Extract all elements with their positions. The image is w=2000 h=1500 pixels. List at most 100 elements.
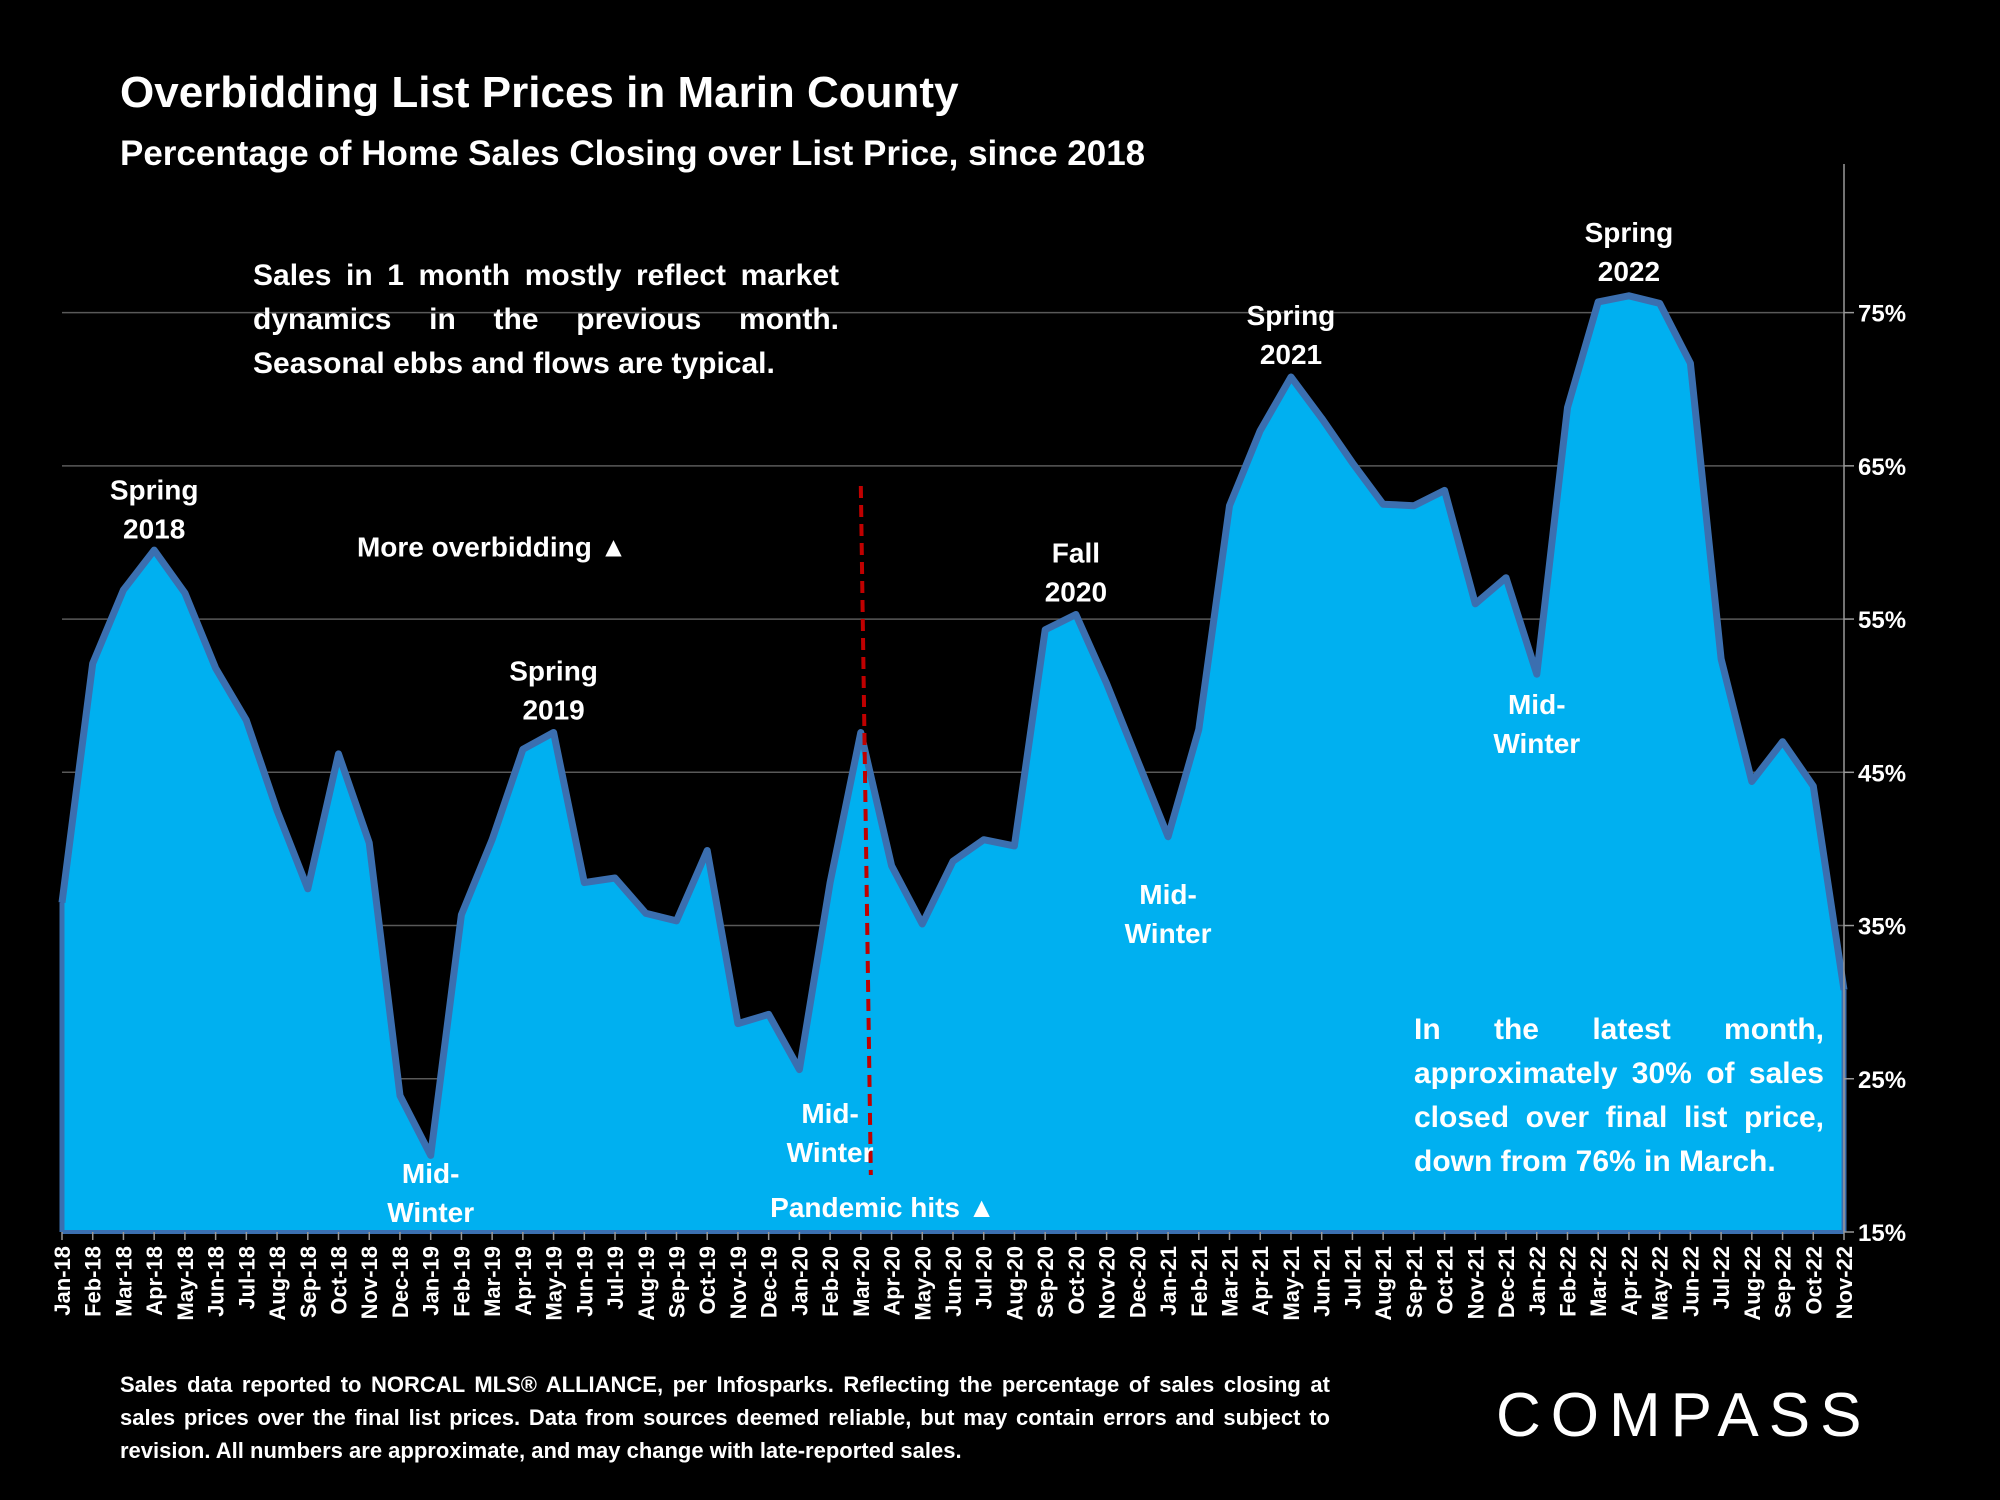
data-point — [982, 838, 986, 842]
data-point — [736, 1022, 740, 1026]
data-point — [890, 864, 894, 868]
data-point — [1166, 835, 1170, 839]
footer-disclaimer: Sales data reported to NORCAL MLS® ALLIA… — [120, 1372, 1330, 1463]
x-tick-label: Jun-19 — [572, 1246, 597, 1317]
data-point — [552, 730, 556, 734]
data-point — [91, 662, 95, 666]
data-point — [1197, 727, 1201, 731]
x-tick-label: Aug-20 — [1002, 1246, 1027, 1321]
annotation-line: 2022 — [1598, 256, 1660, 287]
pandemic-dashed-line — [858, 485, 873, 1176]
data-point — [859, 730, 863, 734]
annotation-line: More overbidding ▲ — [357, 531, 627, 562]
annotation-label: Spring 2019 — [509, 655, 598, 725]
data-point — [1135, 758, 1139, 762]
data-point — [398, 1094, 402, 1098]
x-tick-label: Apr-20 — [880, 1246, 905, 1316]
x-tick-label: Mar-19 — [480, 1246, 505, 1317]
pandemic-marker: Pandemic hits ▲ — [770, 485, 995, 1223]
x-tick-label: Jun-21 — [1310, 1246, 1335, 1317]
annotation-line: Spring — [1247, 300, 1336, 331]
x-tick-label: Jan-18 — [50, 1246, 75, 1316]
data-point — [1504, 576, 1508, 580]
annotation-line: Mid- — [1508, 689, 1566, 720]
x-tick-label: Oct-21 — [1433, 1246, 1458, 1314]
data-point — [429, 1153, 433, 1157]
x-tick-label: Apr-19 — [511, 1246, 536, 1316]
area-fill — [62, 295, 1844, 1232]
x-tick-label: Nov-19 — [726, 1246, 751, 1319]
data-point — [1043, 628, 1047, 632]
x-tick-label: May-20 — [910, 1246, 935, 1321]
annotation-line: Spring — [509, 655, 598, 686]
data-point — [1473, 602, 1477, 606]
x-tick-label: Apr-21 — [1248, 1246, 1273, 1316]
annotation-line: 2019 — [522, 694, 584, 725]
y-tick-label: 55% — [1858, 607, 1906, 634]
x-tick-label: Sep-18 — [296, 1246, 321, 1318]
annotation-line: Winter — [387, 1197, 474, 1228]
x-tick-label: Dec-21 — [1494, 1246, 1519, 1318]
x-tick-label: Dec-18 — [388, 1246, 413, 1318]
x-tick-label: Mar-18 — [111, 1246, 136, 1317]
x-tick-label: Sep-19 — [664, 1246, 689, 1318]
annotation-line: Fall — [1052, 537, 1100, 568]
x-tick-label: Sep-22 — [1771, 1246, 1796, 1318]
annotation-line: Winter — [1493, 728, 1580, 759]
data-point — [1320, 416, 1324, 420]
x-tick-label: Feb-21 — [1187, 1246, 1212, 1317]
x-tick-label: Mar-21 — [1218, 1246, 1243, 1317]
x-tick-label: Aug-21 — [1371, 1246, 1396, 1321]
compass-logo: COMPASS — [1496, 1381, 1872, 1450]
x-tick-label: Jul-20 — [972, 1246, 997, 1310]
data-point — [644, 911, 648, 915]
data-point — [1443, 488, 1447, 492]
chart-subtitle: Percentage of Home Sales Closing over Li… — [120, 134, 1146, 173]
pandemic-label: Pandemic hits ▲ — [770, 1192, 995, 1223]
data-point — [1688, 361, 1692, 365]
x-tick-label: Sep-21 — [1402, 1246, 1427, 1318]
x-tick-label: Jul-21 — [1340, 1246, 1365, 1310]
x-tick-label: Jan-19 — [419, 1246, 444, 1316]
annotation-label: Mid- Winter — [1125, 879, 1212, 949]
data-point — [674, 919, 678, 923]
data-point — [459, 913, 463, 917]
data-point — [1350, 461, 1354, 465]
x-tick-label: Oct-19 — [695, 1246, 720, 1314]
data-point — [1105, 681, 1109, 685]
data-point — [920, 922, 924, 926]
y-tick-label: 75% — [1858, 301, 1906, 328]
annotation-label: Spring 2022 — [1585, 217, 1674, 287]
data-point — [705, 848, 709, 852]
data-point — [521, 747, 525, 751]
annotations: Spring 2018 More overbidding ▲ Spring 2019 Fa… — [110, 217, 1673, 1228]
x-tick-label: Mar-20 — [849, 1246, 874, 1317]
x-tick-label: Mar-22 — [1586, 1246, 1611, 1317]
annotation-line: Winter — [787, 1137, 874, 1168]
data-point — [275, 809, 279, 813]
data-point — [214, 666, 218, 670]
x-tick-label: Nov-21 — [1463, 1246, 1488, 1319]
x-tick-label: Jun-22 — [1678, 1246, 1703, 1317]
data-point — [121, 588, 125, 592]
data-point — [951, 859, 955, 863]
data-point — [1074, 612, 1078, 616]
data-point — [1627, 294, 1631, 298]
x-tick-label: Feb-22 — [1555, 1246, 1580, 1317]
data-point — [183, 591, 187, 595]
data-point — [367, 841, 371, 845]
annotation-line: 2020 — [1045, 576, 1107, 607]
note-latest-month: In the latest month, approximately 30% o… — [1414, 1013, 1824, 1178]
x-tick-label: Jul-19 — [603, 1246, 628, 1310]
x-tick-label: Nov-22 — [1832, 1246, 1857, 1319]
x-tick-label: Jul-18 — [234, 1246, 259, 1310]
annotation-label: Mid- Winter — [787, 1098, 874, 1168]
y-tick-label: 25% — [1858, 1067, 1906, 1094]
x-tick-label: May-18 — [173, 1246, 198, 1321]
x-tick-label: Dec-20 — [1125, 1246, 1150, 1318]
data-point — [1012, 844, 1016, 848]
data-point — [1258, 429, 1262, 433]
x-tick-label: Apr-18 — [142, 1246, 167, 1316]
x-tick-label: Jan-20 — [787, 1246, 812, 1316]
data-point — [244, 718, 248, 722]
